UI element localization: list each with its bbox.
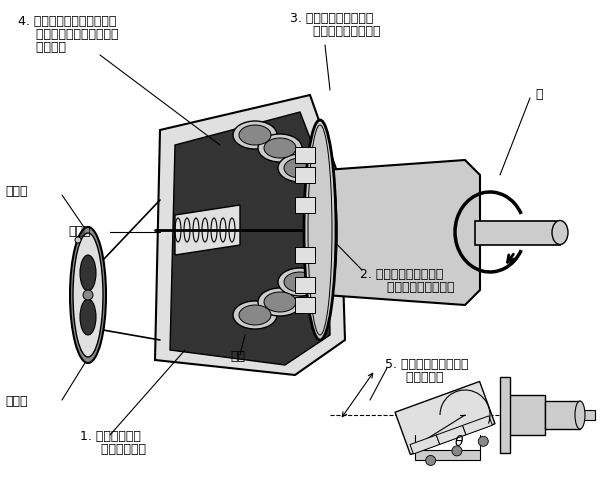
Polygon shape: [295, 147, 315, 163]
Polygon shape: [170, 112, 330, 365]
Ellipse shape: [284, 272, 316, 292]
Text: 缸体: 缸体: [230, 350, 245, 363]
Ellipse shape: [80, 255, 96, 291]
Text: 引起柱塞推力: 引起柱塞推力: [93, 443, 146, 456]
Text: 3. 万向节保持对正使轴: 3. 万向节保持对正使轴: [290, 12, 373, 25]
Ellipse shape: [75, 237, 81, 243]
Text: 4. 油液被柱塞孔带到出口并: 4. 油液被柱塞孔带到出口并: [18, 15, 116, 28]
Text: 在柱塞被轴法兰推动退入: 在柱塞被轴法兰推动退入: [28, 28, 119, 41]
Polygon shape: [295, 197, 315, 213]
Polygon shape: [295, 277, 315, 293]
Text: 通进口: 通进口: [5, 185, 28, 198]
Ellipse shape: [258, 134, 302, 162]
Ellipse shape: [73, 233, 103, 357]
Polygon shape: [175, 205, 240, 255]
Ellipse shape: [239, 305, 271, 325]
Ellipse shape: [552, 221, 568, 244]
Text: 1. 进口油液压力: 1. 进口油液压力: [80, 430, 141, 443]
Text: 时被挤出: 时被挤出: [28, 41, 66, 54]
Text: 和缸体总是一起旋转: 和缸体总是一起旋转: [305, 25, 380, 38]
Text: 配流盘: 配流盘: [68, 225, 91, 238]
Ellipse shape: [425, 455, 436, 466]
Polygon shape: [295, 167, 315, 183]
Ellipse shape: [478, 436, 488, 446]
Ellipse shape: [80, 299, 96, 335]
Ellipse shape: [284, 158, 316, 178]
Polygon shape: [155, 95, 345, 375]
Polygon shape: [475, 221, 560, 244]
Ellipse shape: [258, 288, 302, 316]
Polygon shape: [545, 401, 580, 429]
Text: 轴: 轴: [535, 88, 542, 101]
Ellipse shape: [304, 120, 336, 340]
Ellipse shape: [278, 154, 322, 182]
Polygon shape: [500, 377, 510, 453]
Text: 2. 驱动轴法兰上的柱塞: 2. 驱动轴法兰上的柱塞: [360, 268, 443, 281]
Polygon shape: [325, 160, 480, 305]
Polygon shape: [295, 297, 315, 313]
Ellipse shape: [233, 301, 277, 329]
Ellipse shape: [239, 125, 271, 145]
Polygon shape: [580, 410, 595, 420]
Ellipse shape: [264, 292, 296, 312]
Polygon shape: [410, 435, 440, 454]
Text: 取决于角度: 取决于角度: [398, 371, 443, 384]
Polygon shape: [395, 382, 495, 454]
Polygon shape: [415, 450, 480, 460]
Ellipse shape: [70, 227, 106, 363]
Ellipse shape: [452, 446, 462, 456]
Ellipse shape: [264, 138, 296, 158]
Text: θ: θ: [455, 435, 464, 449]
Polygon shape: [463, 416, 493, 435]
Text: 5. 柱塞排量和扭矩能力: 5. 柱塞排量和扭矩能力: [385, 358, 469, 371]
Polygon shape: [505, 395, 545, 435]
Ellipse shape: [313, 159, 337, 306]
Ellipse shape: [233, 121, 277, 149]
Text: 通出口: 通出口: [5, 395, 28, 408]
Ellipse shape: [83, 290, 93, 300]
Text: 推力在轴上产生扭矩: 推力在轴上产生扭矩: [375, 281, 455, 294]
Polygon shape: [436, 425, 466, 444]
Polygon shape: [295, 247, 315, 263]
Ellipse shape: [278, 268, 322, 296]
Ellipse shape: [575, 401, 585, 429]
